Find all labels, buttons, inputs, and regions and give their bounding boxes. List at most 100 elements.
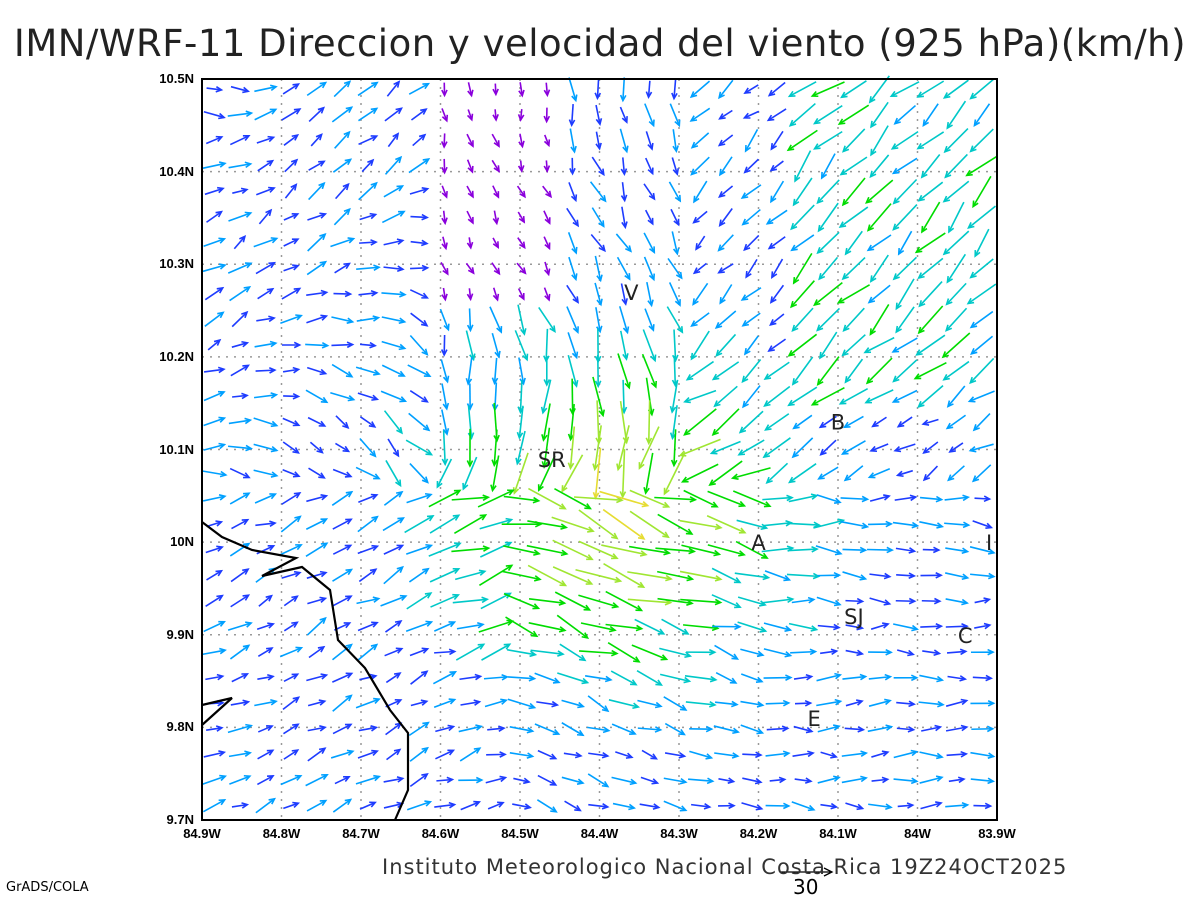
wind-vector xyxy=(334,182,350,200)
wind-vector xyxy=(819,439,837,456)
wind-vector xyxy=(865,357,893,385)
wind-vector xyxy=(763,361,790,381)
wind-vector xyxy=(578,540,619,560)
wind-vector xyxy=(617,353,631,390)
wind-vector xyxy=(332,568,354,582)
wind-vector xyxy=(305,389,329,404)
wind-vector xyxy=(253,392,279,399)
wind-vector xyxy=(619,128,629,154)
wind-vector xyxy=(205,545,224,554)
wind-vector xyxy=(692,262,707,275)
wind-vector xyxy=(788,102,816,127)
wind-vector xyxy=(643,452,654,495)
wind-vector xyxy=(913,361,947,380)
wind-vector xyxy=(331,341,355,349)
wind-vector xyxy=(594,354,602,389)
wind-vector xyxy=(643,256,656,282)
wind-vector xyxy=(229,492,251,505)
wind-vector xyxy=(383,410,403,435)
wind-vector xyxy=(945,598,969,606)
wind-vector xyxy=(892,178,918,205)
wind-vector xyxy=(203,416,227,427)
wind-vector xyxy=(969,258,994,279)
wind-vector xyxy=(969,78,994,100)
wind-vector xyxy=(359,673,378,681)
wind-vector xyxy=(503,545,541,556)
wind-vector xyxy=(331,316,355,324)
wind-vector xyxy=(841,750,869,758)
wind-vector xyxy=(331,490,354,506)
wind-vector xyxy=(380,390,408,403)
wind-vector xyxy=(743,84,759,94)
wind-vector xyxy=(792,750,815,758)
wind-vector xyxy=(433,621,457,632)
wind-vector xyxy=(945,698,969,707)
wind-vector xyxy=(255,797,276,814)
wind-vector xyxy=(578,594,620,609)
wind-vector xyxy=(735,540,769,559)
wind-vector xyxy=(845,699,864,707)
wind-vector xyxy=(357,515,379,533)
wind-vector xyxy=(280,515,302,533)
wind-vector xyxy=(763,622,793,632)
wind-vector xyxy=(607,641,641,663)
wind-vector xyxy=(973,103,991,127)
wind-vector xyxy=(601,544,648,557)
wind-vector xyxy=(305,342,330,349)
wind-vector xyxy=(945,282,967,306)
wind-vector xyxy=(969,310,994,329)
wind-vector xyxy=(707,544,746,557)
wind-vector xyxy=(790,280,815,309)
wind-vector xyxy=(686,648,717,656)
wind-vector xyxy=(919,521,945,529)
wind-vector xyxy=(661,618,690,635)
wind-vector xyxy=(408,721,430,737)
wind-vector xyxy=(203,442,227,451)
wind-vector xyxy=(408,82,431,95)
station-label: C xyxy=(958,624,973,648)
map-frame xyxy=(201,78,998,821)
wind-vector xyxy=(203,390,226,402)
wind-vector xyxy=(869,254,889,283)
wind-vector xyxy=(844,726,866,733)
wind-vector xyxy=(645,80,653,100)
wind-vector xyxy=(410,213,429,221)
wind-vector xyxy=(479,541,513,558)
wind-vector xyxy=(892,256,918,281)
credit-text: Instituto Meteorologico Nacional Costa R… xyxy=(382,855,1068,879)
wind-vector xyxy=(536,700,560,708)
wind-vector xyxy=(254,493,278,504)
wind-vector xyxy=(552,539,594,561)
wind-vector xyxy=(671,79,678,101)
wind-vector xyxy=(575,568,623,584)
wind-vector xyxy=(253,443,279,453)
wind-vector xyxy=(206,210,223,223)
wind-vector xyxy=(619,77,627,103)
wind-vector xyxy=(948,201,965,234)
wind-vector xyxy=(412,133,427,147)
x-tick-label: 84W xyxy=(904,826,931,841)
wind-vector xyxy=(787,386,818,407)
wind-vector xyxy=(381,290,407,298)
wind-vector xyxy=(663,451,686,496)
wind-vector xyxy=(537,774,558,786)
wind-vector xyxy=(513,777,531,785)
wind-vector xyxy=(491,262,501,276)
wind-vector xyxy=(667,257,683,280)
wind-vector xyxy=(283,801,301,810)
wind-vector xyxy=(282,83,301,95)
wind-vector xyxy=(554,591,592,611)
wind-vector xyxy=(578,509,619,540)
wind-vector xyxy=(689,750,714,760)
wind-vector xyxy=(868,520,894,528)
wind-vector xyxy=(227,621,253,631)
wind-vector xyxy=(690,312,710,327)
wind-vector xyxy=(506,648,538,658)
wind-vector xyxy=(820,648,839,656)
wind-vector xyxy=(605,590,644,612)
wind-vector xyxy=(462,456,478,491)
wind-vector xyxy=(358,181,378,201)
wind-vector xyxy=(655,547,697,555)
wind-vector xyxy=(689,725,714,733)
wind-vector xyxy=(334,262,351,274)
